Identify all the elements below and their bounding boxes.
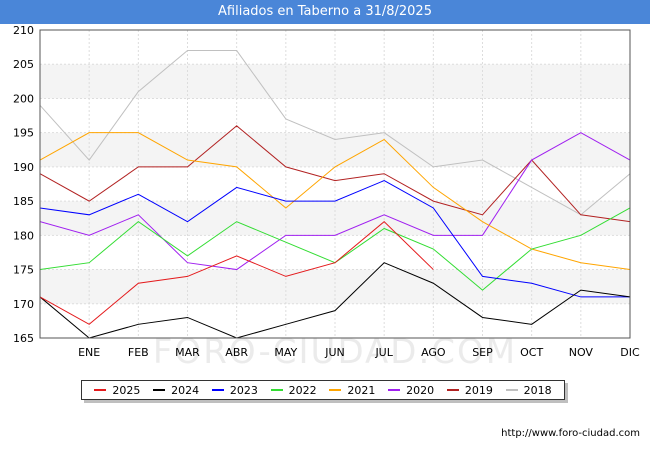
legend-item-2018: 2018 (505, 383, 552, 397)
series-line-2024 (40, 262, 630, 338)
plot-band (40, 132, 630, 167)
legend-label: 2021 (347, 383, 376, 397)
x-tick-label: FEB (128, 346, 149, 359)
x-tick-label: JUL (374, 346, 393, 359)
legend-swatch (211, 389, 224, 391)
legend-label: 2025 (112, 383, 141, 397)
legend-swatch (94, 389, 107, 391)
x-tick-label: JUN (324, 346, 345, 359)
legend-label: 2020 (406, 383, 435, 397)
x-tick-label: OCT (520, 346, 543, 359)
legend-swatch (153, 389, 166, 391)
y-tick-label: 200 (13, 92, 34, 105)
y-tick-label: 185 (13, 195, 34, 208)
y-tick-label: 190 (13, 161, 34, 174)
y-axis-ticks: 165 170 175 180 185 190 195 200 205 210 (13, 24, 34, 345)
y-tick-label: 175 (13, 264, 34, 277)
y-tick-label: 205 (13, 58, 34, 71)
legend-item-2024: 2024 (153, 384, 199, 397)
x-tick-label: AGO (421, 346, 446, 359)
y-tick-label: 165 (13, 332, 34, 345)
legend-swatch (388, 389, 401, 391)
x-tick-label: MAR (175, 346, 200, 359)
legend-item-2022: 2022 (270, 383, 317, 397)
chart-title: Afiliados en Taberno a 31/8/2025 (0, 0, 650, 24)
series-line-2018 (40, 50, 630, 216)
x-tick-label: MAY (274, 346, 297, 359)
x-tick-label: DIC (620, 346, 640, 359)
legend-item-2021: 2021 (329, 384, 375, 397)
legend-item-2020: 2020 (388, 384, 434, 397)
plot-band (40, 235, 630, 270)
series-line-2020 (40, 132, 630, 271)
legend-item-2019: 2019 (446, 383, 493, 397)
legend-label: 2024 (171, 383, 200, 397)
x-tick-label: SEP (472, 346, 493, 359)
legend-label: 2023 (229, 383, 258, 397)
plot-band (40, 64, 630, 99)
x-tick-label: ABR (225, 346, 248, 359)
y-tick-label: 195 (13, 127, 34, 140)
x-axis-ticks: ENE FEB MAR ABR MAY JUN JUL AGO SEP OCT NOV DIC (78, 346, 640, 359)
legend-swatch (446, 389, 459, 391)
x-tick-label: NOV (569, 346, 594, 359)
source-url: http://www.foro-ciudad.com (501, 428, 640, 439)
legend-label: 2019 (464, 383, 493, 397)
legend: 2025 2024 2023 2022 2021 2020 2019 2018 (81, 380, 565, 400)
legend-swatch (505, 389, 518, 391)
legend-swatch (329, 389, 342, 391)
legend-label: 2022 (288, 383, 317, 397)
x-tick-label: ENE (78, 346, 100, 359)
legend-swatch (270, 389, 283, 391)
y-tick-label: 170 (13, 298, 34, 311)
plot-band (40, 303, 630, 338)
series-line-2023 (40, 180, 630, 298)
legend-item-2023: 2023 (211, 383, 258, 397)
y-tick-label: 210 (13, 24, 34, 37)
legend-item-2025: 2025 (94, 384, 140, 397)
legend-label: 2018 (523, 383, 552, 397)
series-layer (40, 50, 630, 338)
series-line-2025 (40, 220, 434, 325)
plot-frame (39, 29, 631, 339)
y-tick-label: 180 (13, 229, 34, 242)
watermark-text: FORO-CIUDAD.COM (153, 332, 517, 372)
